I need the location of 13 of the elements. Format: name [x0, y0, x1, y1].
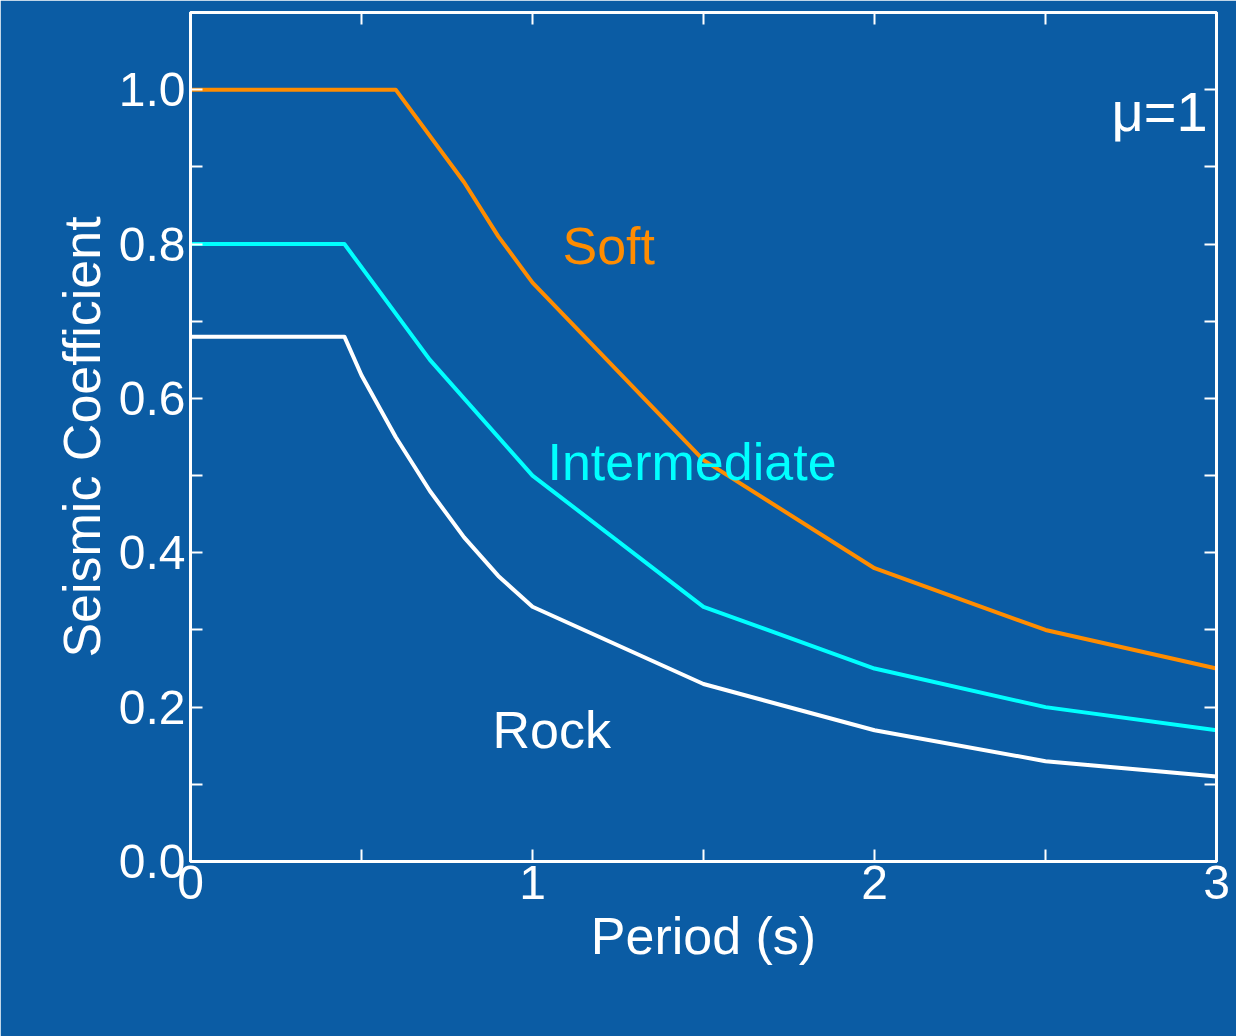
y-tick-label: 0.8 [118, 217, 186, 271]
y-tick-label: 0.4 [118, 526, 186, 580]
x-tick-label: 3 [1203, 855, 1230, 909]
x-tick-label: 2 [861, 855, 888, 909]
y-tick-label: 1.0 [118, 63, 186, 117]
y-axis-title: Seismic Coefficient [52, 215, 111, 658]
series-label: Soft [562, 216, 656, 275]
series-label: Rock [492, 701, 612, 760]
y-tick-label: 0.6 [118, 371, 186, 425]
x-tick-label: 1 [519, 855, 546, 909]
x-axis-title: Period (s) [590, 906, 817, 965]
y-tick-label: 0.2 [118, 680, 186, 734]
annotation: μ=1 [1111, 79, 1208, 143]
